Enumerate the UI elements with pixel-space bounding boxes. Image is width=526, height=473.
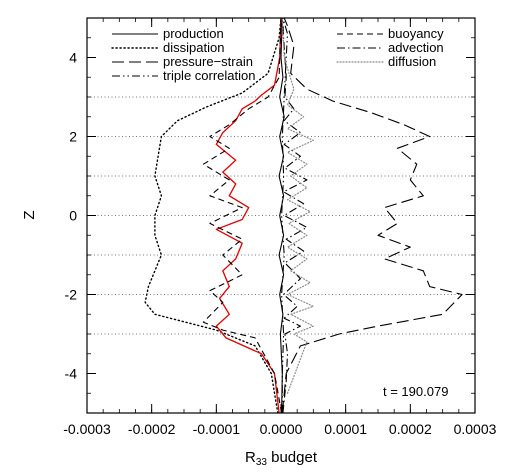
y-tick-label: -4 — [65, 366, 78, 382]
x-tick-label: 0.0001 — [324, 421, 367, 437]
legend-entry-triple-correlation: triple correlation — [112, 68, 256, 83]
axis-ticks: -0.0003 -0.0002 -0.0001 0.0000 0.0001 0.0002 0… — [63, 17, 497, 437]
x-tick-label: -0.0002 — [128, 421, 176, 437]
legend-entry-dissipation: dissipation — [111, 40, 224, 55]
legend-entry-advection: advection — [337, 40, 444, 55]
data-series — [144, 18, 463, 413]
legend-entry-production: production — [112, 26, 224, 41]
series-line-buoyancy — [202, 18, 283, 413]
legend-entry-buoyancy: buoyancy — [337, 26, 444, 41]
legend-label: dissipation — [163, 40, 224, 55]
legend-label: triple correlation — [163, 68, 256, 83]
x-tick-label: -0.0001 — [193, 421, 241, 437]
legend-label: pressure−strain — [163, 54, 253, 69]
series-line-diffusion — [281, 18, 314, 394]
x-tick-label: 0.0002 — [389, 421, 432, 437]
series-line-dissipation — [144, 18, 282, 413]
x-tick-label: -0.0003 — [63, 421, 111, 437]
legend: production dissipation pressure−strain t… — [111, 26, 444, 83]
y-tick-label: -2 — [65, 287, 78, 303]
x-tick-label: 0.0003 — [454, 421, 497, 437]
legend-entry-diffusion: diffusion — [336, 54, 436, 69]
x-tick-label: 0.0000 — [260, 421, 303, 437]
y-tick-label: 2 — [69, 129, 77, 145]
legend-label: buoyancy — [388, 26, 444, 41]
legend-label: diffusion — [388, 54, 436, 69]
legend-entry-pressure-strain: pressure−strain — [112, 54, 253, 69]
y-tick-label: 4 — [69, 50, 77, 66]
x-axis-title: R33 budget — [245, 449, 318, 468]
series-line-pressure-strain — [281, 18, 463, 413]
legend-label: advection — [388, 40, 444, 55]
time-annotation: t = 190.079 — [383, 384, 448, 399]
y-tick-label: 0 — [69, 208, 77, 224]
series-line-triple-correlation — [281, 18, 289, 413]
y-axis-title: Z — [21, 210, 38, 219]
series-line-dissipation-red- — [215, 18, 282, 413]
legend-label: production — [163, 26, 224, 41]
